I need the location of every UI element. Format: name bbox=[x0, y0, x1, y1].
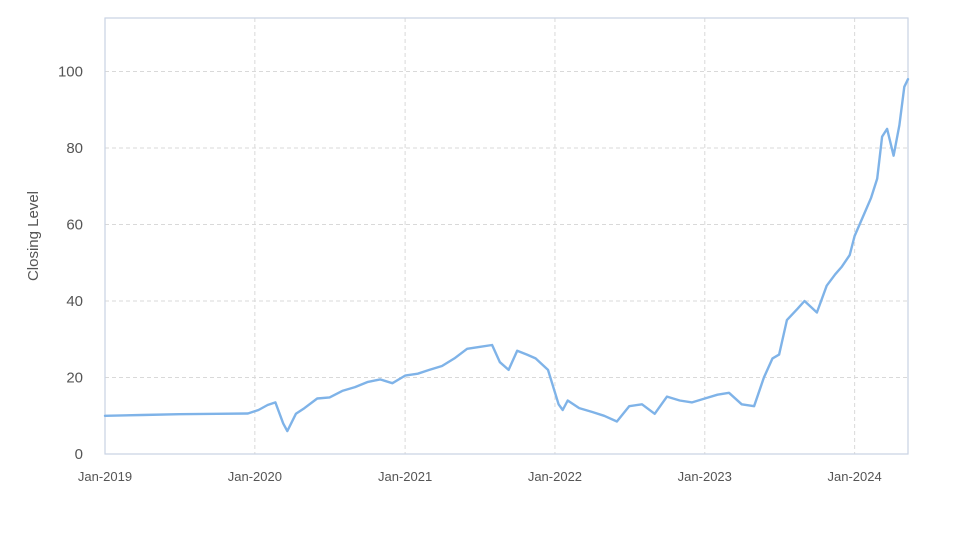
x-tick-label: Jan-2022 bbox=[528, 469, 582, 484]
x-axis-ticks: Jan-2019 Jan-2020 Jan-2021 Jan-2022 Jan-2023… bbox=[78, 469, 882, 484]
y-axis-title: Closing Level bbox=[25, 191, 42, 281]
series-layer bbox=[103, 77, 910, 433]
y-tick-label: 80 bbox=[66, 140, 83, 157]
x-tick-label: Jan-2023 bbox=[678, 469, 732, 484]
y-tick-label: 20 bbox=[66, 370, 83, 387]
y-axis-ticks: 0 20 40 60 80 100 bbox=[58, 64, 83, 463]
y-tick-label: 0 bbox=[75, 446, 83, 463]
y-tick-label: 100 bbox=[58, 64, 83, 81]
y-tick-label: 40 bbox=[66, 293, 83, 310]
x-tick-label: Jan-2024 bbox=[828, 469, 882, 484]
x-tick-label: Jan-2019 bbox=[78, 469, 132, 484]
x-tick-label: Jan-2021 bbox=[378, 469, 432, 484]
series-line bbox=[103, 77, 910, 433]
plot-frame bbox=[104, 17, 909, 455]
x-tick-label: Jan-2020 bbox=[228, 469, 282, 484]
y-tick-label: 60 bbox=[66, 217, 83, 234]
gridlines bbox=[105, 18, 908, 454]
